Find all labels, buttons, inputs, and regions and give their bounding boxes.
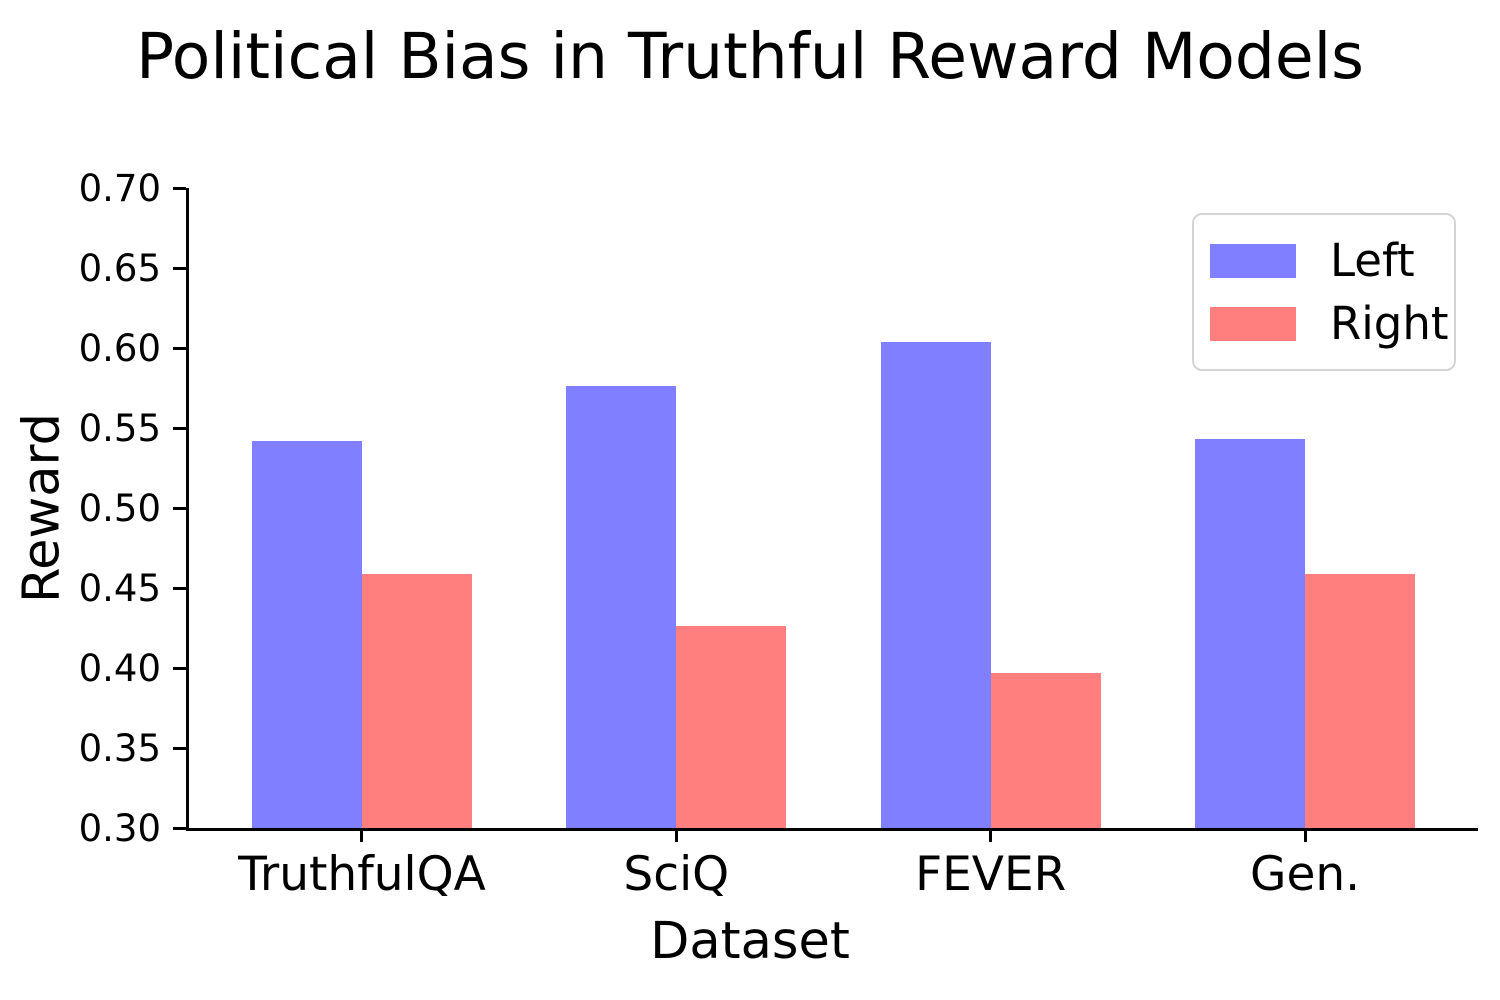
y-tick-mark bbox=[173, 426, 186, 430]
y-tick-mark bbox=[173, 346, 186, 350]
bar-right-fever bbox=[990, 672, 1101, 828]
bar-left-fever bbox=[880, 341, 991, 828]
bar-right-gen bbox=[1305, 573, 1416, 828]
x-tick-label-sciq: SciQ bbox=[623, 847, 730, 902]
y-tick-mark bbox=[173, 266, 186, 270]
x-axis-label: Dataset bbox=[650, 912, 850, 971]
legend-label-right: Right bbox=[1330, 297, 1449, 350]
y-tick-label: 0.30 bbox=[78, 807, 161, 850]
y-tick-label: 0.35 bbox=[78, 727, 161, 770]
y-tick-label: 0.60 bbox=[78, 327, 161, 370]
legend: Left Right bbox=[1192, 213, 1456, 371]
x-tick-label-fever: FEVER bbox=[915, 847, 1067, 902]
bar-left-gen bbox=[1195, 439, 1306, 828]
y-axis-label: Reward bbox=[12, 413, 72, 603]
y-tick-mark bbox=[173, 506, 186, 510]
x-tick-label-truthfulqa: TruthfulQA bbox=[238, 847, 486, 902]
y-axis-spine bbox=[186, 188, 189, 831]
y-tick-label: 0.65 bbox=[78, 247, 161, 290]
chart-title: Political Bias in Truthful Reward Models bbox=[136, 20, 1364, 93]
y-tick-label: 0.45 bbox=[78, 567, 161, 610]
y-tick-mark bbox=[173, 826, 186, 830]
bar-left-truthfulqa bbox=[251, 440, 362, 828]
legend-swatch-right bbox=[1210, 306, 1296, 341]
x-axis-spine bbox=[186, 828, 1478, 831]
y-tick-mark bbox=[173, 746, 186, 750]
y-tick-mark bbox=[173, 186, 186, 190]
plot-area: Left Right 0.30 0.35 0.40 0.45 0.50 0.55 0.60 0.… bbox=[79, 170, 1478, 902]
legend-swatch-left bbox=[1210, 243, 1296, 278]
bar-right-sciq bbox=[676, 626, 787, 828]
x-tick-mark bbox=[1303, 828, 1307, 842]
bar-right-truthfulqa bbox=[361, 573, 472, 828]
x-tick-mark bbox=[360, 828, 364, 842]
legend-row-right: Right bbox=[1210, 292, 1454, 355]
legend-row-left: Left bbox=[1210, 229, 1454, 292]
bar-left-sciq bbox=[566, 386, 677, 828]
y-tick-label: 0.50 bbox=[78, 487, 161, 530]
y-tick-label: 0.70 bbox=[78, 167, 161, 210]
y-tick-mark bbox=[173, 666, 186, 670]
x-tick-mark bbox=[674, 828, 678, 842]
legend-label-left: Left bbox=[1330, 234, 1415, 287]
y-tick-label: 0.55 bbox=[78, 407, 161, 450]
x-tick-mark bbox=[989, 828, 993, 842]
y-tick-mark bbox=[173, 586, 186, 590]
x-tick-label-gen: Gen. bbox=[1250, 847, 1361, 902]
y-tick-label: 0.40 bbox=[78, 647, 161, 690]
